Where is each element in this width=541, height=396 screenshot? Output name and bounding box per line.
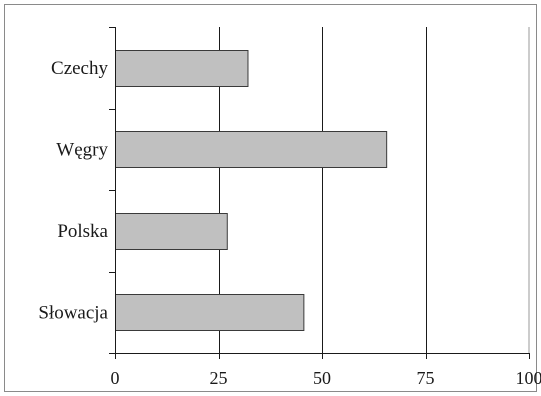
category-label-1: Węgry [56, 139, 108, 160]
bar-0 [115, 50, 249, 87]
bar-1 [115, 131, 388, 168]
x-tick-label-75: 75 [417, 368, 435, 388]
bar-2 [115, 213, 228, 250]
x-tick-label-50: 50 [313, 368, 331, 388]
category-label-3: Słowacja [38, 302, 108, 323]
category-label-0: Czechy [51, 58, 108, 79]
x-tick-label-25: 25 [210, 368, 228, 388]
category-label-2: Polska [57, 221, 108, 242]
x-tick-label-100: 100 [516, 368, 541, 388]
bar-3 [115, 294, 305, 331]
x-tick-label-0: 0 [111, 368, 120, 388]
